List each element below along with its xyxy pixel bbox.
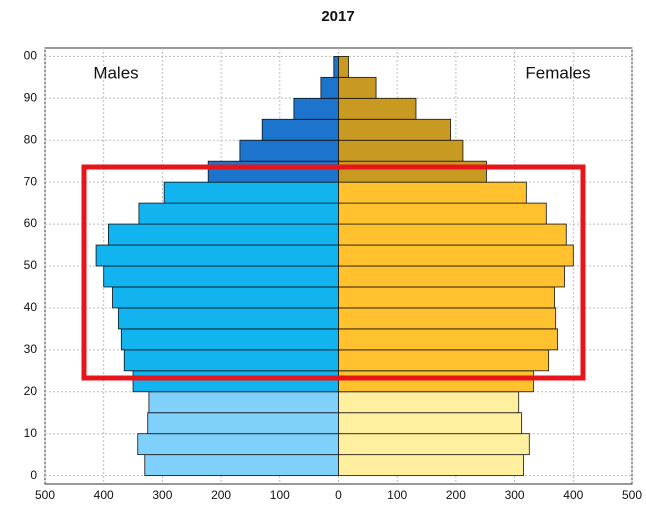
x-tick-label: 400 [94,488,114,502]
x-tick-label: 500 [35,488,55,502]
y-tick-label: 40 [24,300,38,314]
bar [338,454,524,477]
x-tick-label: 0 [335,488,342,502]
bar [338,160,487,183]
annotation: Males [93,63,138,82]
bar [338,433,530,456]
x-tick-label: 300 [505,488,525,502]
x-tick-label: 100 [387,488,407,502]
bar [112,286,339,309]
chart-title: 2017 [321,8,354,25]
bar [338,286,555,309]
highlight-box [81,164,586,381]
y-tick-label: 10 [24,426,38,440]
bar [123,349,339,372]
x-tick-label: 400 [563,488,583,502]
bar [107,223,339,246]
bar [338,97,417,120]
annotation: Females [525,63,590,82]
bar [163,181,339,204]
bar [120,328,339,351]
y-tick-label: 80 [24,132,38,146]
bar [132,370,339,393]
bar [95,244,339,267]
x-tick-label: 300 [152,488,172,502]
y-tick-label: 00 [24,49,38,63]
bar [239,139,339,162]
bar [338,223,567,246]
y-tick-label: 50 [24,258,38,272]
y-tick-label: 30 [24,342,38,356]
y-tick-label: 60 [24,216,38,230]
bar [147,412,339,435]
x-tick-label: 100 [270,488,290,502]
bar [338,307,557,330]
bar [144,454,339,477]
bar [338,202,547,225]
bar [338,349,550,372]
y-tick-label: 70 [24,174,38,188]
x-tick-label: 200 [446,488,466,502]
bar [103,265,339,288]
bar [338,244,574,267]
bar [338,412,523,435]
bar [338,76,377,99]
bar [207,160,339,183]
bar [293,97,339,120]
bar [333,55,339,78]
y-tick-label: 20 [24,384,38,398]
x-tick-label: 500 [622,488,642,502]
bar [138,202,339,225]
bar [338,181,527,204]
bar [148,391,339,414]
bar [338,55,349,78]
y-tick-label: 90 [24,90,38,104]
bar [261,118,339,141]
bar [117,307,339,330]
bar [338,328,558,351]
bar [137,433,339,456]
bar [338,370,534,393]
bar [338,139,464,162]
x-tick-label: 200 [211,488,231,502]
bar [338,265,565,288]
bar [338,391,520,414]
bar [320,76,339,99]
y-tick-label: 0 [30,468,37,482]
bar [338,118,452,141]
